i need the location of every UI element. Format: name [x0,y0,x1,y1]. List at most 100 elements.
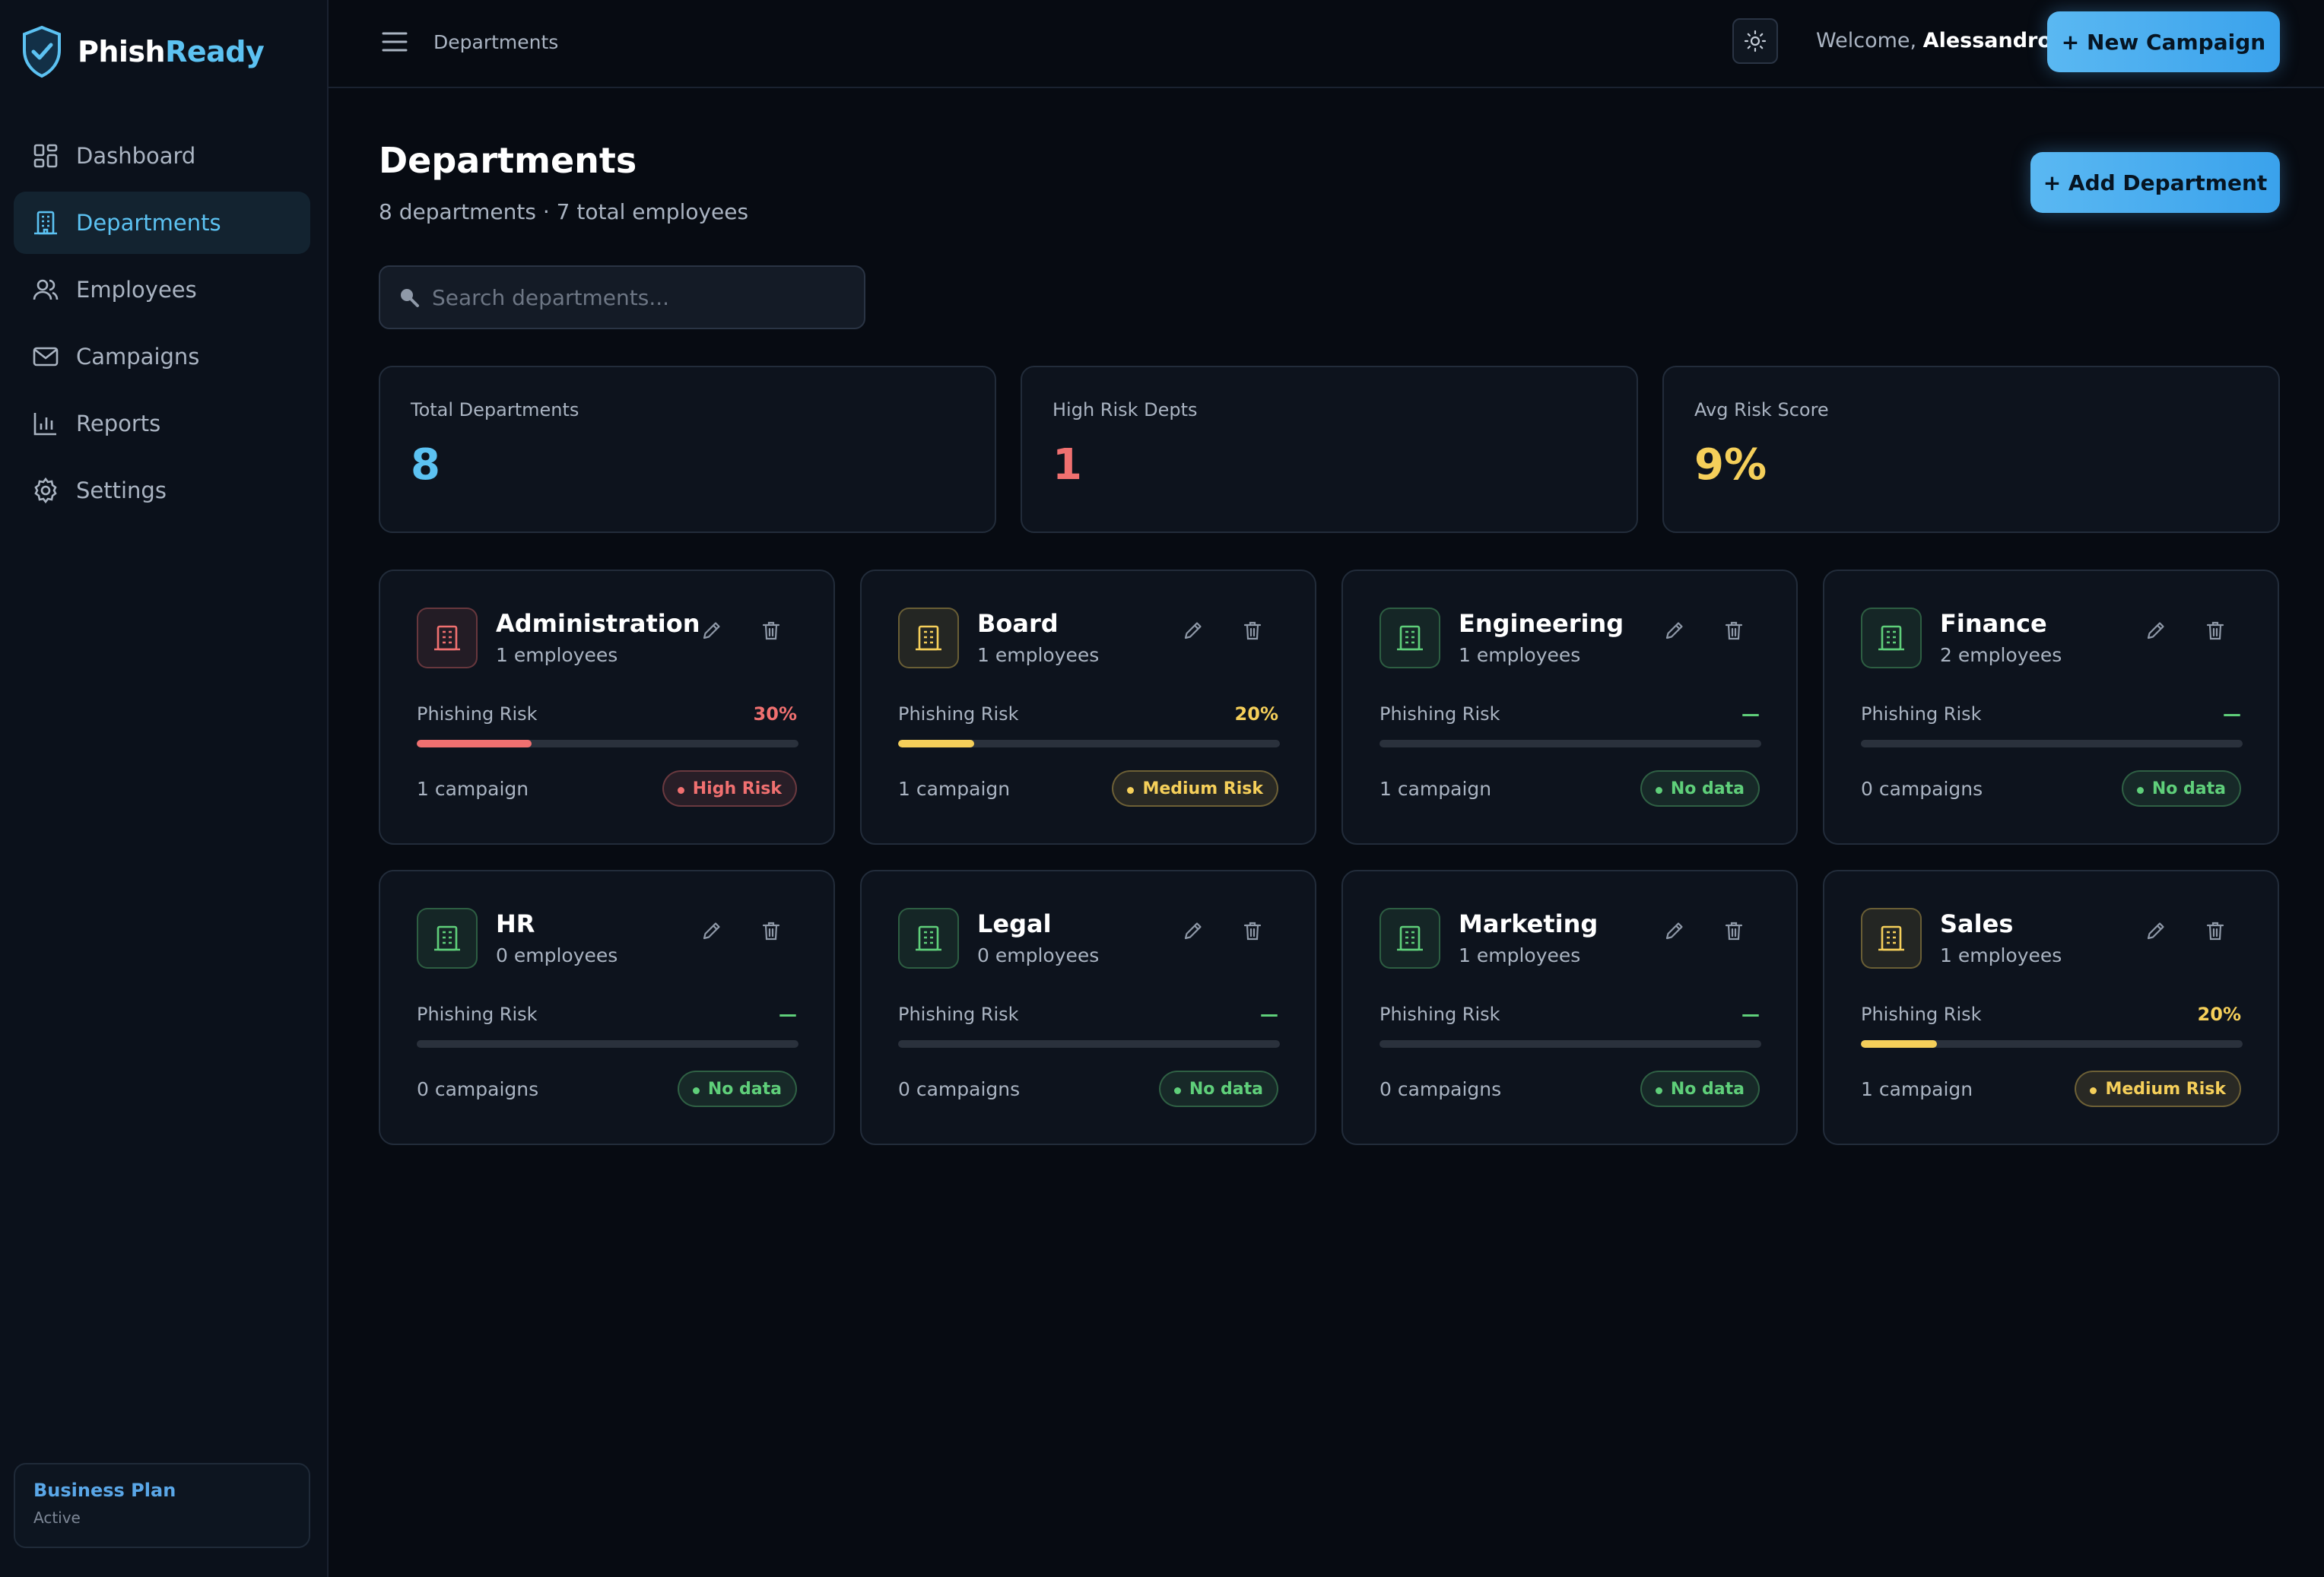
sidebar-nav: Dashboard Departments Employees Campaign… [14,125,310,526]
users-icon [33,279,59,300]
department-name: Board [977,609,1059,638]
department-campaign-count: 0 campaigns [898,1078,1021,1100]
department-icon-box [1861,908,1922,969]
phishing-risk-label: Phishing Risk [1379,1004,1500,1025]
plan-name: Business Plan [33,1480,176,1501]
delete-button[interactable] [754,614,788,647]
stat-value: 1 [1052,440,1082,490]
department-employee-count: 1 employees [1459,644,1581,666]
department-campaign-count: 1 campaign [1379,778,1492,800]
sidebar-item-reports[interactable]: Reports [14,392,310,455]
edit-button[interactable] [1176,914,1210,947]
sun-icon [1744,30,1767,52]
edit-button[interactable] [695,614,729,647]
new-campaign-button[interactable]: + New Campaign [2047,11,2280,72]
risk-progress-fill [1861,1040,1938,1048]
delete-button[interactable] [1717,914,1751,947]
risk-badge: No data [2121,770,2241,807]
brand-name-part1: Phish [78,35,166,68]
sidebar-item-campaigns[interactable]: Campaigns [14,325,310,388]
trash-icon [2206,922,2224,941]
edit-button[interactable] [695,914,729,947]
building-icon [916,925,941,951]
brand-logo[interactable]: PhishReady [20,24,265,79]
department-icon-box [1379,908,1440,969]
department-card[interactable]: Administration 1 employees Phishing Risk… [379,570,835,845]
edit-button[interactable] [2139,914,2173,947]
brand-name-part2: Ready [165,35,265,68]
department-employee-count: 0 employees [496,944,618,966]
phishing-risk-label: Phishing Risk [417,703,538,725]
department-name: Marketing [1459,909,1599,938]
risk-progress-fill [898,740,975,747]
department-card[interactable]: Board 1 employees Phishing Risk 20% 1 ca… [860,570,1316,845]
risk-badge: Medium Risk [1112,770,1278,807]
building-icon [1397,625,1423,651]
phishing-risk-label: Phishing Risk [1379,703,1500,725]
sidebar-item-settings[interactable]: Settings [14,459,310,522]
phishing-risk-value: — [1260,1004,1278,1025]
risk-badge: High Risk [662,770,797,807]
theme-toggle-button[interactable] [1732,18,1778,64]
search-input[interactable] [432,284,864,310]
mail-icon [33,347,59,366]
department-icon-box [1379,608,1440,668]
department-card[interactable]: Finance 2 employees Phishing Risk — 0 ca… [1823,570,2279,845]
edit-button[interactable] [2139,614,2173,647]
risk-progress-bar [417,1040,798,1048]
delete-button[interactable] [1236,614,1269,647]
plan-card[interactable]: Business Plan Active [14,1463,310,1548]
edit-button[interactable] [1176,614,1210,647]
risk-progress-bar [1861,740,2243,747]
building-icon [434,625,460,651]
building-icon [34,211,57,235]
department-employee-count: 1 employees [496,644,618,666]
pencil-icon [1665,622,1683,639]
delete-button[interactable] [2199,914,2232,947]
phishing-risk-value: — [1741,1004,1760,1025]
department-card[interactable]: Marketing 1 employees Phishing Risk — 0 … [1341,870,1798,1145]
department-campaign-count: 0 campaigns [417,1078,539,1100]
edit-button[interactable] [1658,914,1691,947]
department-employee-count: 2 employees [1940,644,2062,666]
delete-button[interactable] [1236,914,1269,947]
sidebar-item-employees[interactable]: Employees [14,259,310,321]
trash-icon [762,922,780,941]
department-employee-count: 1 employees [977,644,1100,666]
edit-button[interactable] [1658,614,1691,647]
department-icon-box [1861,608,1922,668]
sidebar-item-label: Campaigns [76,344,200,370]
menu-icon[interactable] [380,29,409,55]
breadcrumb[interactable]: Departments [433,31,559,53]
bar-chart-icon [33,413,56,436]
welcome-prefix: Welcome, [1816,29,1923,52]
delete-button[interactable] [1717,614,1751,647]
risk-progress-bar [417,740,798,747]
user-name: Alessandro [1922,29,2052,52]
department-icon-box [417,608,478,668]
sidebar-item-dashboard[interactable]: Dashboard [14,125,310,187]
sidebar-item-departments[interactable]: Departments [14,192,310,254]
sidebar-item-label: Employees [76,277,197,303]
stat-label: High Risk Depts [1052,399,1198,420]
delete-button[interactable] [2199,614,2232,647]
trash-icon [762,621,780,640]
department-icon-box [898,608,959,668]
phishing-risk-label: Phishing Risk [1861,1004,1982,1025]
risk-progress-bar [1861,1040,2243,1048]
plan-status: Active [33,1509,81,1527]
department-card[interactable]: Legal 0 employees Phishing Risk — 0 camp… [860,870,1316,1145]
department-card[interactable]: Sales 1 employees Phishing Risk 20% 1 ca… [1823,870,2279,1145]
page-subtitle: 8 departments · 7 total employees [379,199,749,224]
risk-badge: No data [1158,1071,1278,1107]
delete-button[interactable] [754,914,788,947]
department-campaign-count: 0 campaigns [1861,778,1983,800]
department-card[interactable]: Engineering 1 employees Phishing Risk — … [1341,570,1798,845]
add-department-button[interactable]: + Add Department [2030,152,2280,213]
department-name: Sales [1940,909,2014,938]
brand-name: PhishReady [78,35,265,68]
department-card[interactable]: HR 0 employees Phishing Risk — 0 campaig… [379,870,835,1145]
building-icon [1397,925,1423,951]
department-name: Legal [977,909,1052,938]
phishing-risk-label: Phishing Risk [898,703,1019,725]
